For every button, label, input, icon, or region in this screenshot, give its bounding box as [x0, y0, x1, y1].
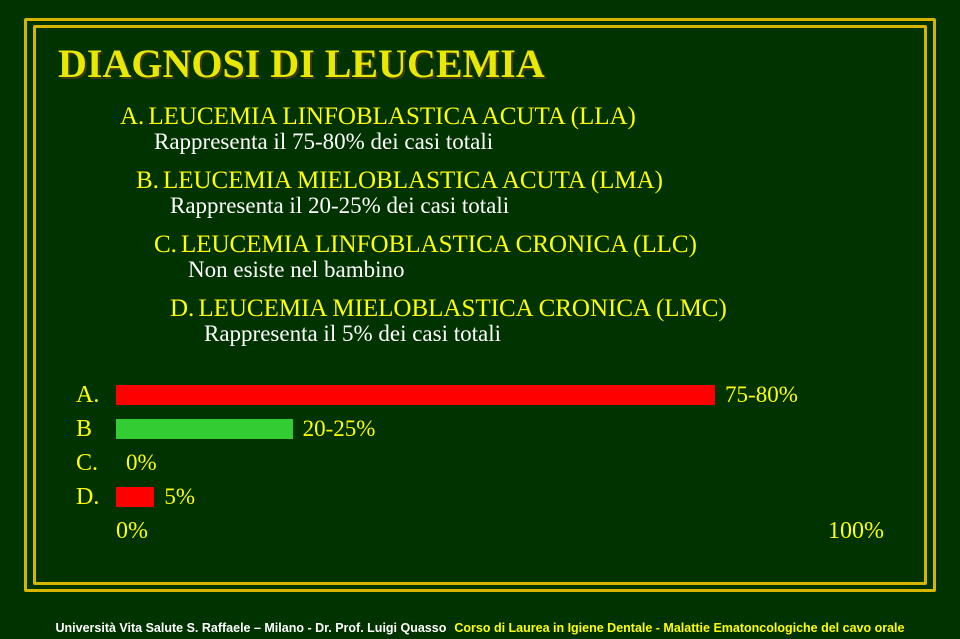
- slide-title: DIAGNOSI DI LEUCEMIA: [58, 40, 910, 87]
- axis-track: 0% 100%: [116, 518, 884, 545]
- item-letter: A.: [120, 103, 144, 130]
- chart-row: B 20-25%: [76, 414, 884, 444]
- list-item: B. LEUCEMIA MIELOBLASTICA ACUTA (LMA) Ra…: [136, 167, 910, 219]
- footer-left: Università Vita Salute S. Raffaele – Mil…: [56, 621, 447, 635]
- x-axis: 0% 100%: [76, 518, 884, 545]
- list-item: A. LEUCEMIA LINFOBLASTICA ACUTA (LLA) Ra…: [120, 103, 910, 155]
- bar: [116, 487, 154, 507]
- bar: [116, 385, 715, 405]
- footer: Università Vita Salute S. Raffaele – Mil…: [0, 617, 960, 639]
- bar: [116, 419, 293, 439]
- bar-value-label: 0%: [126, 450, 157, 476]
- bar-label: B: [76, 416, 116, 443]
- bar-track: 20-25%: [116, 419, 884, 439]
- bar-value-label: 5%: [164, 484, 195, 510]
- item-name: LEUCEMIA MIELOBLASTICA CRONICA (LMC): [198, 295, 726, 322]
- bar-label: A.: [76, 382, 116, 409]
- item-letter: B.: [136, 167, 159, 194]
- chart-row: D. 5%: [76, 482, 884, 512]
- axis-spacer: [76, 518, 116, 545]
- item-desc: Rappresenta il 75-80% dei casi totali: [154, 129, 910, 155]
- slide: DIAGNOSI DI LEUCEMIA A. LEUCEMIA LINFOBL…: [0, 0, 960, 639]
- axis-max: 100%: [828, 518, 884, 545]
- outer-border: DIAGNOSI DI LEUCEMIA A. LEUCEMIA LINFOBL…: [24, 18, 936, 592]
- item-name: LEUCEMIA LINFOBLASTICA CRONICA (LLC): [181, 231, 697, 258]
- bar-track: 75-80%: [116, 385, 884, 405]
- item-desc: Rappresenta il 20-25% dei casi totali: [170, 193, 910, 219]
- item-desc: Rappresenta il 5% dei casi totali: [204, 321, 910, 347]
- item-desc: Non esiste nel bambino: [188, 257, 910, 283]
- list-item: C. LEUCEMIA LINFOBLASTICA CRONICA (LLC) …: [154, 231, 910, 283]
- bar-label: C.: [76, 450, 116, 477]
- bar-value-label: 75-80%: [725, 382, 798, 408]
- bar-track: 5%: [116, 487, 884, 507]
- list-item: D. LEUCEMIA MIELOBLASTICA CRONICA (LMC) …: [170, 295, 910, 347]
- bar-chart: A. 75-80% B 20-25% C.: [76, 380, 884, 550]
- chart-row: A. 75-80%: [76, 380, 884, 410]
- bar-value-label: 20-25%: [303, 416, 376, 442]
- inner-border: DIAGNOSI DI LEUCEMIA A. LEUCEMIA LINFOBL…: [33, 25, 927, 585]
- footer-right: Corso di Laurea in Igiene Dentale - Mala…: [454, 621, 904, 635]
- chart-row: C. 0%: [76, 448, 884, 478]
- axis-min: 0%: [116, 518, 148, 545]
- item-letter: D.: [170, 295, 194, 322]
- item-name: LEUCEMIA MIELOBLASTICA ACUTA (LMA): [163, 167, 663, 194]
- bar-track: 0%: [116, 453, 884, 473]
- item-letter: C.: [154, 231, 177, 258]
- bar-label: D.: [76, 484, 116, 511]
- item-name: LEUCEMIA LINFOBLASTICA ACUTA (LLA): [148, 103, 636, 130]
- item-list: A. LEUCEMIA LINFOBLASTICA ACUTA (LLA) Ra…: [120, 103, 910, 347]
